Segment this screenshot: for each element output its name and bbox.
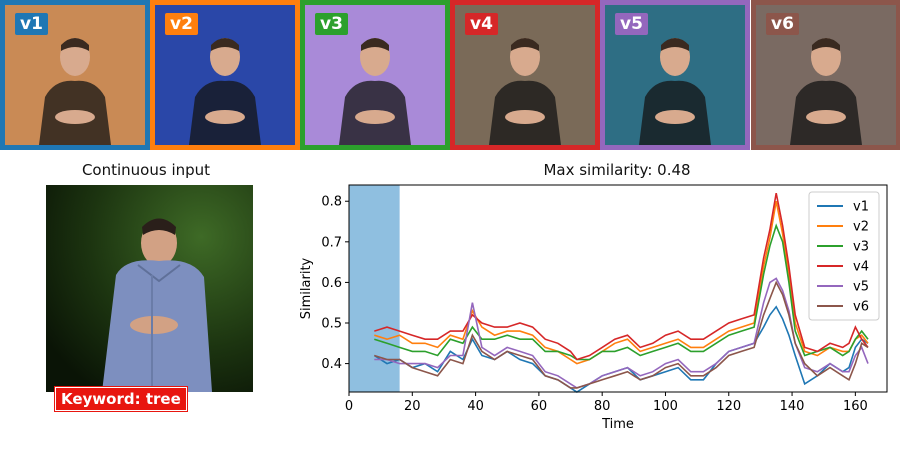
x-tick-label: 60 bbox=[531, 399, 548, 414]
plot-frame bbox=[348, 184, 888, 393]
video-label-badge: v3 bbox=[315, 13, 348, 35]
query-window-highlight bbox=[349, 185, 400, 392]
video-label-badge: v5 bbox=[615, 13, 648, 35]
video-label-badge: v4 bbox=[465, 13, 498, 35]
x-tick-label: 40 bbox=[467, 399, 484, 414]
legend-label-v3: v3 bbox=[853, 240, 869, 255]
video-label-badge: v1 bbox=[15, 13, 48, 35]
y-tick-label: 0.7 bbox=[321, 235, 342, 250]
x-tick-label: 80 bbox=[594, 399, 611, 414]
legend-label-v6: v6 bbox=[853, 300, 869, 315]
keyword-label: Keyword: tree bbox=[54, 386, 188, 412]
x-tick-label: 0 bbox=[345, 399, 353, 414]
reference-video-v4: v4 bbox=[450, 0, 600, 150]
video-label-badge: v6 bbox=[766, 13, 799, 35]
series-line-v5 bbox=[374, 277, 869, 389]
legend-label-v2: v2 bbox=[853, 220, 869, 235]
signer-thumbnail-image bbox=[790, 38, 862, 145]
legend-label-v4: v4 bbox=[853, 260, 869, 275]
x-axis-label: Time bbox=[601, 417, 634, 432]
chart-title: Max similarity: 0.48 bbox=[543, 161, 691, 179]
reference-video-v5: v5 bbox=[600, 0, 750, 150]
continuous-input-video bbox=[46, 185, 253, 392]
y-tick-label: 0.6 bbox=[321, 276, 342, 291]
y-axis-label: Similarity bbox=[299, 257, 314, 319]
reference-video-v6: v6 bbox=[751, 0, 900, 150]
series-line-v3 bbox=[374, 223, 869, 361]
signer-thumbnail-image bbox=[489, 38, 561, 145]
x-tick-label: 160 bbox=[843, 399, 868, 414]
similarity-chart: 0 20 40 60 80 100 120 140 160 0.4 0.5 0.6 0.7 0.8 Time… bbox=[299, 184, 888, 432]
y-tick-label: 0.4 bbox=[321, 357, 342, 372]
legend-label-v1: v1 bbox=[853, 200, 869, 215]
x-tick-label: 120 bbox=[716, 399, 741, 414]
video-label-badge: v2 bbox=[165, 13, 198, 35]
series-line-v4 bbox=[374, 192, 869, 361]
reference-video-v1: v1 bbox=[0, 0, 150, 150]
continuous-input-title: Continuous input bbox=[81, 161, 211, 179]
signer-video-frame bbox=[46, 185, 253, 392]
legend-box bbox=[808, 191, 880, 321]
legend-label-v5: v5 bbox=[853, 280, 869, 295]
reference-video-v2: v2 bbox=[150, 0, 300, 150]
signer-thumbnail-image bbox=[189, 38, 261, 145]
reference-video-strip: v1 v2 v3 v4 v5 v6 bbox=[0, 0, 900, 150]
y-tick-label: 0.8 bbox=[321, 195, 342, 210]
signer-thumbnail-image bbox=[639, 38, 711, 145]
y-tick-label: 0.5 bbox=[321, 317, 342, 332]
signer-thumbnail-image bbox=[339, 38, 411, 145]
x-tick-label: 100 bbox=[653, 399, 678, 414]
series-line-v6 bbox=[374, 280, 869, 389]
signer-thumbnail-image bbox=[39, 38, 111, 145]
x-tick-label: 140 bbox=[780, 399, 805, 414]
x-tick-label: 20 bbox=[404, 399, 421, 414]
reference-video-v3: v3 bbox=[300, 0, 450, 150]
